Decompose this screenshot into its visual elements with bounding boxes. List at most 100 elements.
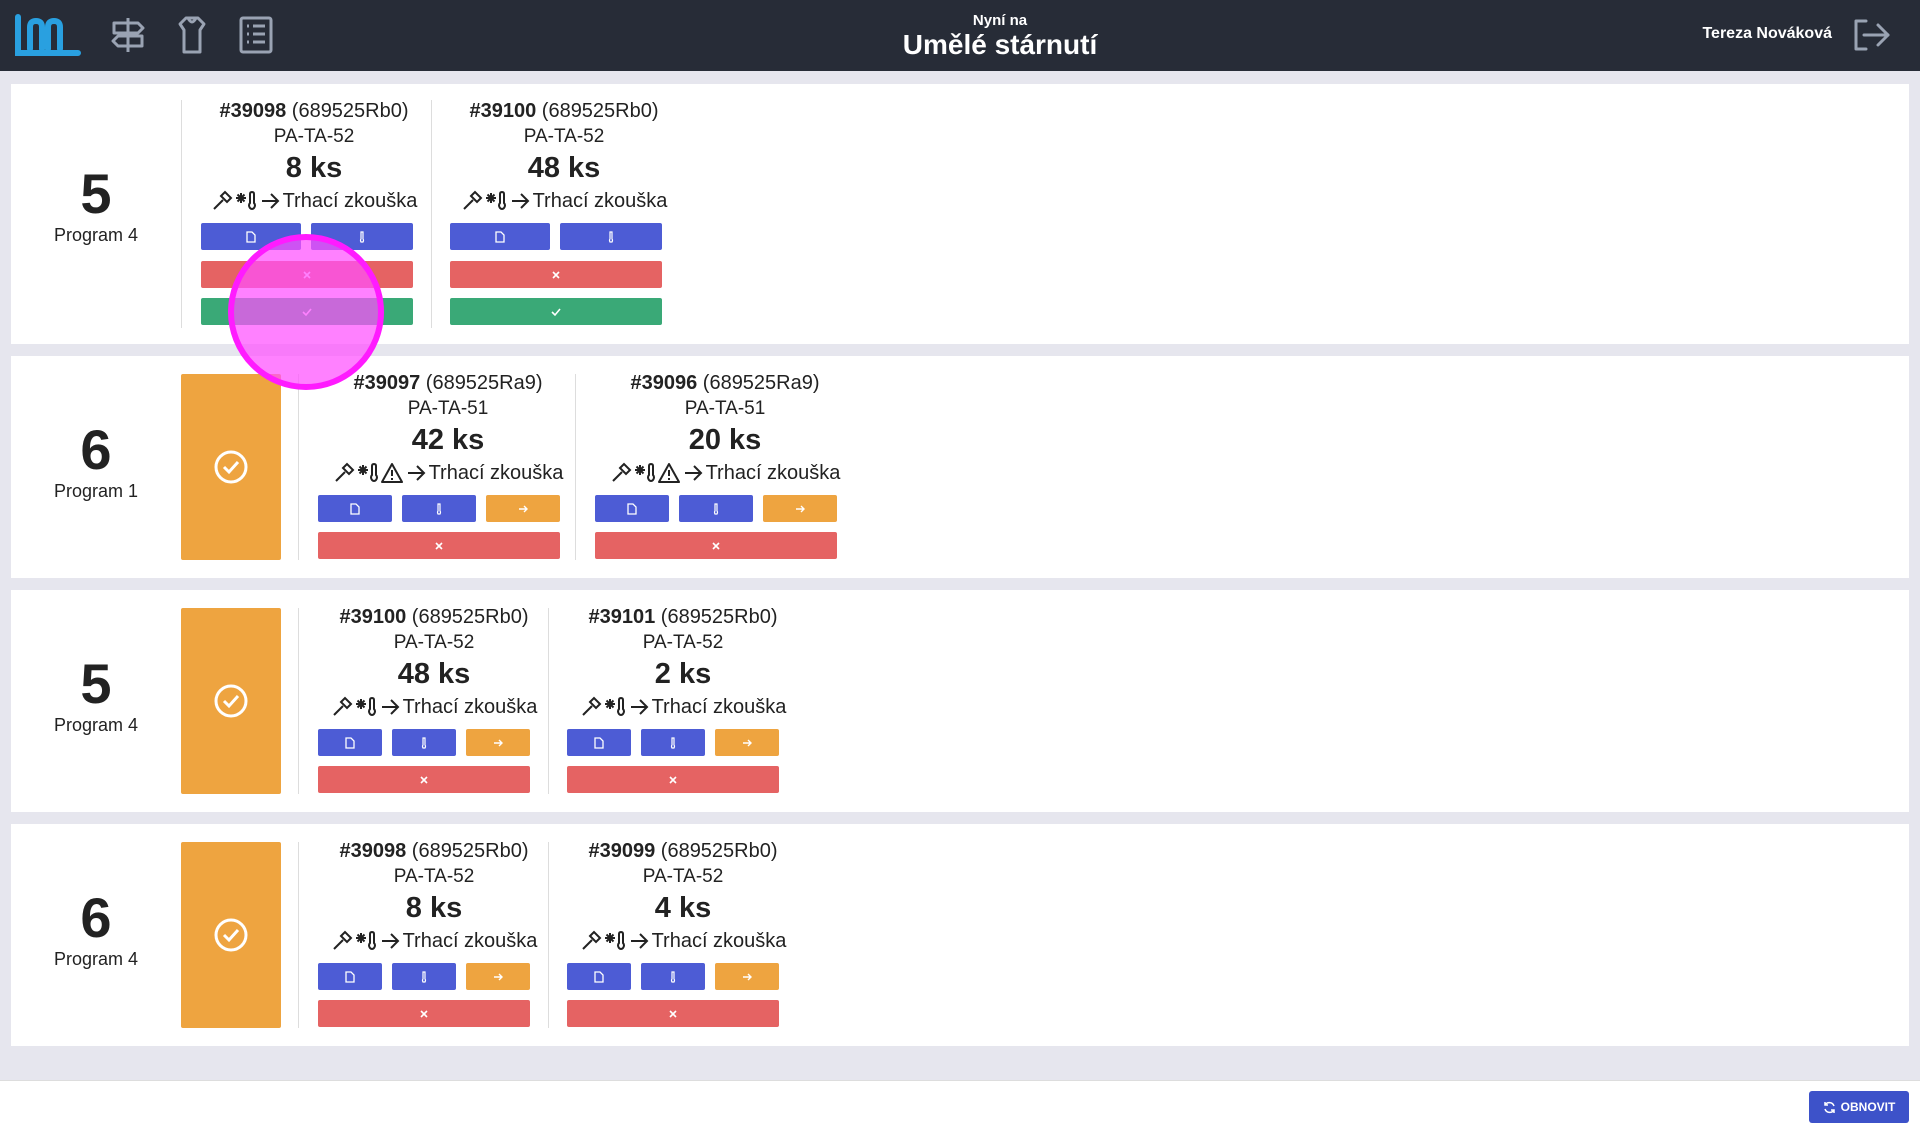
info-button[interactable] — [679, 495, 753, 522]
thermometer-icon — [436, 502, 442, 515]
quantity: 4 ks — [654, 892, 712, 924]
reject-button[interactable] — [450, 261, 662, 288]
info-button[interactable] — [392, 729, 456, 756]
refresh-label: OBNOVIT — [1840, 1100, 1896, 1114]
info-button[interactable] — [392, 963, 456, 990]
button-row — [201, 223, 413, 250]
batch-done-status[interactable] — [181, 374, 281, 560]
document-icon — [246, 230, 256, 243]
close-icon — [303, 270, 311, 279]
app-logo-icon[interactable] — [14, 13, 82, 59]
reject-button[interactable] — [318, 532, 560, 559]
document-icon — [495, 230, 505, 243]
check-circle-icon — [214, 450, 248, 484]
divider — [298, 374, 299, 560]
part-number: PA-TA-52 — [393, 632, 475, 653]
document-icon — [594, 736, 604, 749]
move-next-button[interactable] — [715, 963, 779, 990]
logout-icon[interactable] — [1850, 17, 1892, 53]
arrow-right-icon — [494, 739, 503, 746]
info-button[interactable] — [311, 223, 413, 250]
batch-card: 5 Program 4 #39100 (689525Rb0) PA-TA-52 … — [11, 590, 1909, 812]
snowflake-thermometer-icon — [604, 930, 625, 950]
user-name[interactable]: Tereza Nováková — [1702, 25, 1832, 42]
thermometer-icon — [608, 230, 614, 243]
snowflake-thermometer-icon — [357, 462, 378, 482]
document-icon — [627, 502, 637, 515]
process-line: Trhací zkouška — [441, 186, 687, 216]
document-button[interactable] — [567, 963, 631, 990]
order-item: #39097 (689525Ra9) PA-TA-51 42 ks Trhací… — [311, 370, 585, 488]
order-id-line: #39100 (689525Rb0) — [441, 98, 687, 124]
order-item: #39100 (689525Rb0) PA-TA-52 48 ks Trhací… — [441, 98, 687, 216]
process-line: Trhací zkouška — [311, 458, 585, 488]
document-button[interactable] — [318, 963, 382, 990]
divider — [431, 100, 432, 328]
batch-number: 5 — [80, 162, 112, 225]
button-row — [318, 729, 530, 756]
signpost-icon[interactable] — [108, 14, 148, 56]
batch-label: 5 Program 4 — [11, 654, 181, 736]
list-icon[interactable] — [236, 14, 276, 56]
batch-done-status[interactable] — [181, 608, 281, 794]
move-next-button[interactable] — [715, 729, 779, 756]
document-button[interactable] — [567, 729, 631, 756]
quantity: 48 ks — [397, 658, 471, 690]
info-button[interactable] — [560, 223, 662, 250]
footer-bar: OBNOVIT — [0, 1080, 1920, 1132]
move-next-button[interactable] — [466, 729, 530, 756]
button-row — [318, 495, 560, 522]
move-next-button[interactable] — [486, 495, 560, 522]
document-button[interactable] — [318, 495, 392, 522]
order-id: #39098 — [219, 100, 287, 122]
document-icon — [345, 970, 355, 983]
reject-button[interactable] — [318, 766, 530, 793]
warning-icon — [380, 463, 403, 483]
process-name: Trhací zkouška — [532, 190, 668, 212]
button-row — [450, 261, 662, 288]
refresh-button[interactable]: OBNOVIT — [1809, 1091, 1909, 1123]
document-button[interactable] — [595, 495, 669, 522]
hanger-icon[interactable] — [172, 14, 212, 56]
thermometer-icon — [421, 970, 427, 983]
document-button[interactable] — [318, 729, 382, 756]
close-icon — [669, 1009, 677, 1018]
quantity: 8 ks — [285, 152, 343, 184]
move-next-button[interactable] — [466, 963, 530, 990]
order-id-line: #39100 (689525Rb0) — [311, 604, 557, 630]
snowflake-thermometer-icon — [634, 462, 655, 482]
info-button[interactable] — [641, 729, 705, 756]
reject-button[interactable] — [201, 261, 413, 288]
process-line: Trhací zkouška — [311, 926, 557, 956]
part-number: PA-TA-51 — [407, 398, 489, 419]
button-row — [567, 1000, 779, 1027]
reject-button[interactable] — [318, 1000, 530, 1027]
batch-done-status[interactable] — [181, 842, 281, 1028]
process-name: Trhací zkouška — [402, 696, 538, 718]
current-station: Nyní na Umělé stárnutí — [760, 12, 1240, 61]
snowflake-thermometer-icon — [355, 696, 376, 716]
order-item: #39096 (689525Ra9) PA-TA-51 20 ks Trhací… — [588, 370, 862, 488]
arrow-right-icon — [261, 193, 279, 209]
document-icon — [345, 736, 355, 749]
top-bar: Nyní na Umělé stárnutí Tereza Nováková — [0, 0, 1920, 71]
reject-button[interactable] — [567, 766, 779, 793]
document-button[interactable] — [201, 223, 301, 250]
reject-button[interactable] — [567, 1000, 779, 1027]
info-button[interactable] — [402, 495, 476, 522]
document-button[interactable] — [450, 223, 550, 250]
order-id: #39101 — [588, 606, 656, 628]
hammer-icon — [212, 190, 232, 210]
check-circle-icon — [214, 918, 248, 952]
order-id-line: #39099 (689525Rb0) — [560, 838, 806, 864]
info-button[interactable] — [641, 963, 705, 990]
divider — [298, 608, 299, 794]
reject-button[interactable] — [595, 532, 837, 559]
button-row — [567, 729, 779, 756]
move-next-button[interactable] — [763, 495, 837, 522]
divider — [181, 100, 182, 328]
warning-icon — [657, 463, 680, 483]
order-code: (689525Rb0) — [541, 100, 659, 122]
confirm-button[interactable] — [450, 298, 662, 325]
confirm-button[interactable] — [201, 298, 413, 325]
